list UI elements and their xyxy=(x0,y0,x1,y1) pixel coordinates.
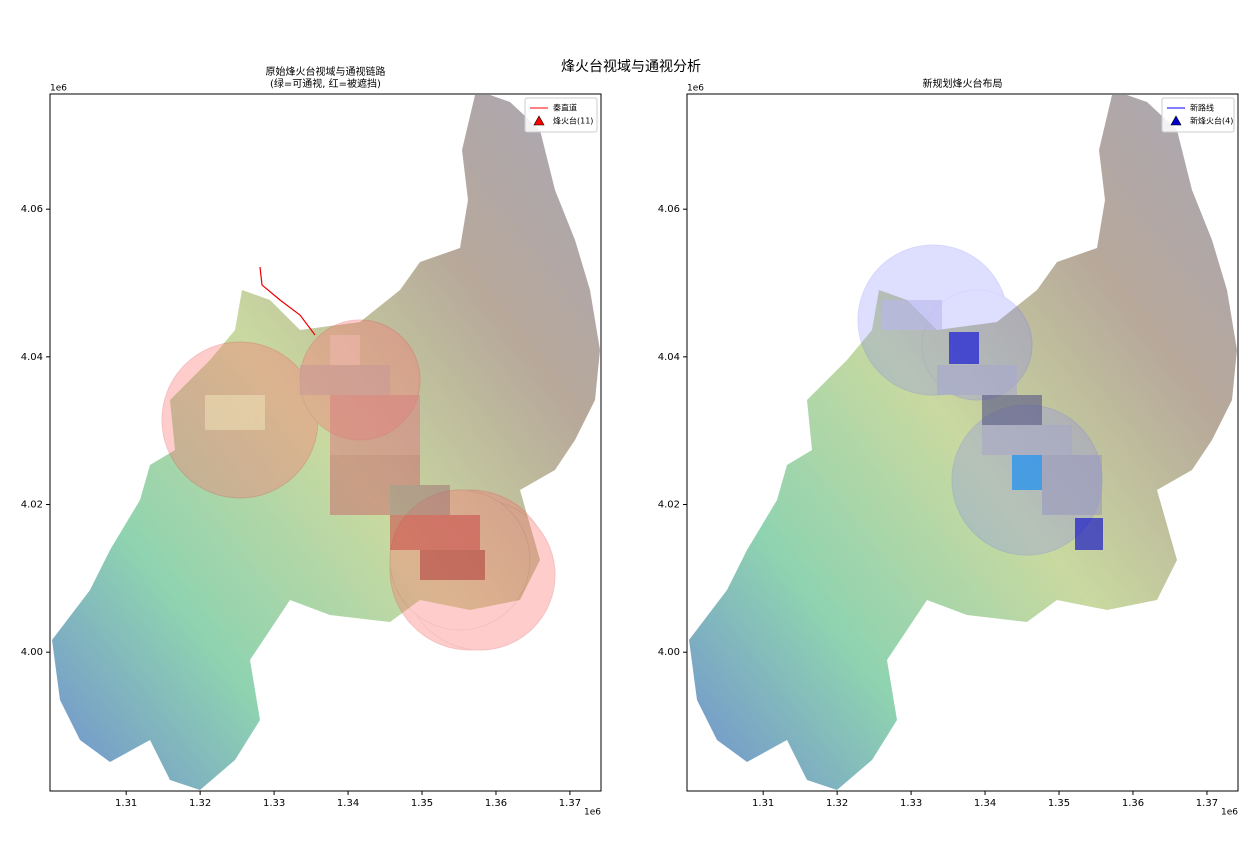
map-left xyxy=(52,95,600,790)
legend-marker xyxy=(1170,115,1182,126)
axes-title: 新规划烽火台布局 xyxy=(923,77,1003,90)
x-tick-label: 1.36 xyxy=(485,798,507,809)
x-tick-label: 1.33 xyxy=(263,798,285,809)
x-tick-label: 1.32 xyxy=(189,798,211,809)
x-tick-label: 1.34 xyxy=(974,798,996,809)
figure-title: 烽火台视域与通视分析 xyxy=(561,59,701,75)
y-tick-label: 4.02 xyxy=(658,500,680,511)
x-tick-label: 1.34 xyxy=(337,798,359,809)
y-tick-label: 4.00 xyxy=(21,647,43,658)
x-tick-label: 1.36 xyxy=(1122,798,1144,809)
y-offset: 1e6 xyxy=(50,84,67,94)
axes-frame xyxy=(686,93,1239,792)
cells xyxy=(882,300,1103,550)
y-tick-label: 4.00 xyxy=(658,647,680,658)
y-offset: 1e6 xyxy=(687,84,704,94)
legend-label: 秦直道 xyxy=(553,103,577,113)
x-tick-label: 1.35 xyxy=(1048,798,1070,809)
legend-label: 烽火台(11) xyxy=(553,116,593,126)
map-right xyxy=(689,95,1237,790)
y-tick-label: 4.06 xyxy=(658,204,680,215)
cells xyxy=(205,335,485,580)
road xyxy=(259,266,316,336)
y-tick-label: 4.04 xyxy=(21,352,43,363)
legend-marker xyxy=(533,115,545,126)
x-offset: 1e6 xyxy=(1221,808,1238,818)
axes-subtitle: (绿=可通视, 红=被遮挡) xyxy=(270,77,381,90)
terrain xyxy=(52,95,600,790)
y-tick-label: 4.02 xyxy=(21,500,43,511)
y-tick-label: 4.04 xyxy=(658,352,680,363)
x-tick-label: 1.35 xyxy=(411,798,433,809)
axes-title: 原始烽火台视域与通视链路 xyxy=(266,65,386,78)
x-tick-label: 1.32 xyxy=(826,798,848,809)
x-tick-label: 1.31 xyxy=(752,798,774,809)
x-tick-label: 1.31 xyxy=(115,798,137,809)
x-tick-label: 1.37 xyxy=(1196,798,1218,809)
y-tick-label: 4.06 xyxy=(21,204,43,215)
x-tick-label: 1.37 xyxy=(559,798,581,809)
x-tick-label: 1.33 xyxy=(900,798,922,809)
legend-label: 新路线 xyxy=(1190,103,1214,113)
legend-label: 新烽火台(4) xyxy=(1190,116,1233,126)
axes-frame xyxy=(49,93,602,792)
x-offset: 1e6 xyxy=(584,808,601,818)
